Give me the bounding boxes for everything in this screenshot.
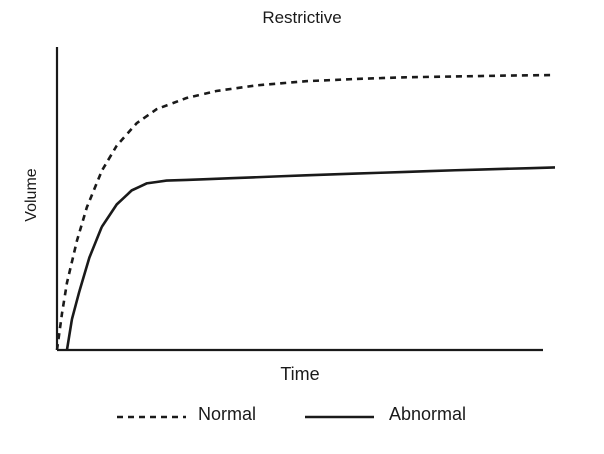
y-axis-label: Volume — [23, 168, 40, 222]
series-normal-line — [55, 73, 556, 351]
x-axis-label: Time — [280, 364, 320, 384]
legend-abnormal-label: Abnormal — [389, 404, 467, 424]
legend-normal-label: Normal — [198, 404, 257, 424]
series-abnormal-line — [65, 166, 556, 351]
chart-title: Restrictive — [262, 8, 342, 27]
